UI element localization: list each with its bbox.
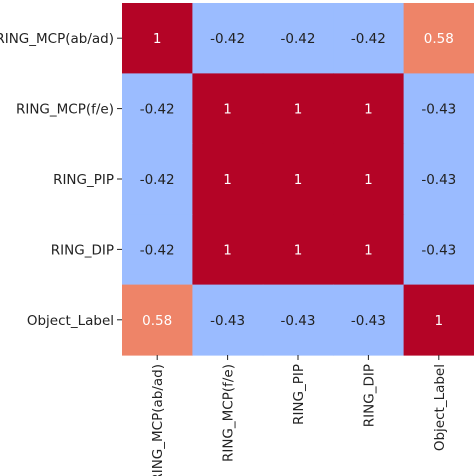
heatmap-value-label: 1: [364, 242, 373, 258]
heatmap-cell-r1-c3: [333, 73, 405, 145]
heatmap-cell-r2-c2: [262, 143, 334, 215]
heatmap-cell-r1-c1: [192, 73, 264, 145]
heatmap-value-label: 1: [364, 172, 373, 188]
heatmap-value-label: -0.43: [421, 242, 456, 258]
heatmap-value-label: -0.43: [421, 102, 456, 118]
y-tick-label: RING_PIP: [53, 172, 114, 188]
x-tick-label: RING_MCP(ab/ad): [150, 364, 166, 476]
heatmap-value-label: -0.42: [281, 31, 316, 47]
heatmap-cell-r2-c1: [192, 143, 264, 215]
heatmap-cell-r2-c3: [333, 143, 405, 215]
heatmap-value-label: -0.43: [281, 313, 316, 329]
heatmap-value-label: 0.58: [142, 313, 172, 329]
heatmap-cell-r4-c0: [122, 284, 193, 356]
heatmap-value-label: -0.42: [351, 31, 386, 47]
heatmap-value-label: 1: [364, 102, 373, 118]
heatmap-cell-r1-c0: [122, 73, 193, 145]
heatmap-value-label: 1: [223, 102, 232, 118]
x-tick-labels: RING_MCP(ab/ad) RING_MCP(f/e) RING_PIP RING…: [150, 355, 448, 476]
heatmap-cell-r4-c4: [403, 284, 474, 356]
heatmap-cell-r0-c0: [122, 3, 193, 74]
heatmap-value-label: -0.43: [210, 313, 245, 329]
heatmap-cell-r0-c4: [403, 3, 474, 74]
heatmap-cell-r1-c2: [262, 73, 334, 145]
heatmap-cell-r0-c1: [192, 3, 264, 74]
x-tick-label: Object_Label: [432, 364, 448, 451]
heatmap-cell-r0-c3: [333, 3, 405, 74]
y-tick-label: RING_DIP: [51, 242, 114, 258]
heatmap-cell-r4-c2: [262, 284, 334, 356]
x-tick-label: RING_PIP: [291, 364, 307, 425]
heatmap-value-label: 1: [223, 242, 232, 258]
heatmap-value-label: 1: [435, 313, 444, 329]
y-tick-label: RING_MCP(f/e): [16, 102, 114, 118]
heatmap-cell-r3-c0: [122, 214, 193, 286]
heatmap-value-label: -0.42: [210, 31, 245, 47]
x-tick-label: RING_DIP: [361, 364, 377, 427]
heatmap-cell-r1-c4: [403, 73, 474, 145]
heatmap-cell-r2-c0: [122, 143, 193, 215]
heatmap-cell-r4-c3: [333, 284, 405, 356]
heatmap-value-label: -0.43: [421, 172, 456, 188]
heatmap-value-label: -0.42: [140, 172, 175, 188]
heatmap-cells: 1 -0.42 -0.42 -0.42 0.58 -0.42 1 1 1 -0.43 -0.42 1 1…: [122, 3, 474, 356]
heatmap-cell-r3-c1: [192, 214, 264, 286]
heatmap-cell-r0-c2: [262, 3, 334, 74]
y-tick-labels: RING_MCP(ab/ad) RING_MCP(f/e) RING_PIP RING…: [0, 31, 122, 329]
heatmap-value-label: 1: [294, 242, 303, 258]
y-tick-label: RING_MCP(ab/ad): [0, 31, 114, 47]
heatmap-value-label: 1: [294, 102, 303, 118]
heatmap-cell-r4-c1: [192, 284, 264, 356]
heatmap-value-label: -0.42: [140, 102, 175, 118]
heatmap-cell-r3-c3: [333, 214, 405, 286]
heatmap-value-label: 1: [223, 172, 232, 188]
heatmap-cell-r2-c4: [403, 143, 474, 215]
heatmap-value-label: -0.43: [351, 313, 386, 329]
heatmap-cell-r3-c2: [262, 214, 334, 286]
heatmap-value-label: -0.42: [140, 242, 175, 258]
heatmap-cell-r3-c4: [403, 214, 474, 286]
heatmap-value-label: 1: [153, 31, 162, 47]
x-tick-label: RING_MCP(f/e): [221, 364, 237, 462]
heatmap-value-label: 0.58: [424, 31, 454, 47]
y-tick-label: Object_Label: [27, 313, 114, 329]
heatmap-value-label: 1: [294, 172, 303, 188]
